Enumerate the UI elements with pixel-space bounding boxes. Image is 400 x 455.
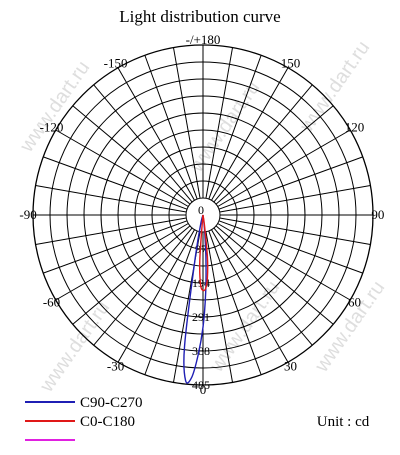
grid-spoke: [35, 217, 187, 246]
grid-spoke: [217, 129, 351, 207]
grid-spoke: [208, 55, 262, 200]
polar-grid: [32, 44, 374, 386]
grid-spoke: [215, 225, 334, 325]
grid-spoke: [55, 129, 189, 207]
grid-spoke: [117, 229, 195, 363]
series-curve: [199, 214, 209, 292]
angle-label: -90: [19, 207, 36, 222]
grid-spoke: [217, 223, 351, 301]
legend: C90-C270 C0-C180: [25, 395, 143, 441]
grid-spoke: [93, 227, 193, 346]
grid-spoke: [144, 230, 198, 375]
grid-ring: [66, 78, 340, 352]
grid-spoke: [43, 220, 188, 274]
grid-spoke: [208, 230, 262, 375]
intensity-curves: [183, 214, 209, 384]
grid-spoke: [55, 223, 189, 301]
grid-ring: [134, 146, 272, 284]
angle-label: 0: [200, 382, 207, 397]
angle-label: -/+180: [186, 32, 221, 47]
grid-spoke: [213, 84, 313, 203]
grid-spoke: [205, 47, 234, 199]
grid-ring: [100, 112, 306, 318]
radial-tick-label: 388: [192, 344, 210, 358]
grid-spoke: [211, 67, 289, 201]
grid-spoke: [93, 84, 193, 203]
grid-spoke: [215, 105, 334, 205]
chart-title: Light distribution curve: [119, 7, 280, 26]
grid-ring: [151, 163, 255, 267]
grid-spoke: [218, 220, 363, 274]
grid-ring: [117, 129, 289, 301]
angle-label: 30: [284, 358, 297, 373]
grid-spoke: [211, 229, 289, 363]
grid-spoke: [172, 47, 201, 199]
radial-tick-label: 0: [198, 203, 204, 217]
grid-spoke: [205, 231, 234, 383]
grid-spoke: [219, 184, 371, 213]
angle-label: 60: [348, 294, 361, 309]
grid-spoke: [43, 156, 188, 210]
watermark-text: www.dart.ru: [15, 57, 94, 157]
grid-ring: [185, 197, 221, 233]
radial-tick-label: 291: [192, 310, 210, 324]
angle-label: -60: [43, 294, 60, 309]
legend-label: C90-C270: [80, 395, 143, 411]
grid-spoke: [35, 184, 187, 213]
series-curve: [183, 214, 207, 384]
radial-tick-label: 485: [192, 378, 210, 392]
watermark-text: www.dart.ru: [310, 277, 389, 377]
angle-label: 90: [371, 207, 384, 222]
legend-label: C0-C180: [80, 414, 135, 430]
grid-spoke: [72, 105, 191, 205]
grid-spoke: [219, 217, 371, 246]
angle-label: -150: [104, 56, 128, 71]
grid-spoke: [117, 67, 195, 201]
grid-ring: [83, 95, 323, 335]
grid-spoke: [144, 55, 198, 200]
angle-label: 120: [345, 120, 365, 135]
unit-label: Unit : cd: [317, 414, 370, 430]
grid-spoke: [218, 156, 363, 210]
watermark-text: www.dart.ru: [35, 297, 114, 397]
angle-label: 150: [281, 56, 301, 71]
grid-ring: [32, 44, 374, 386]
angle-label: -30: [107, 358, 124, 373]
angle-label: -120: [40, 120, 64, 135]
grid-ring: [168, 180, 238, 250]
grid-spoke: [213, 227, 313, 346]
angle-labels: 0 30 60 90 120 150 -/+180 -150 -120 -90 -60 -30: [19, 32, 384, 397]
grid-spoke: [72, 225, 191, 325]
grid-ring: [49, 61, 357, 369]
